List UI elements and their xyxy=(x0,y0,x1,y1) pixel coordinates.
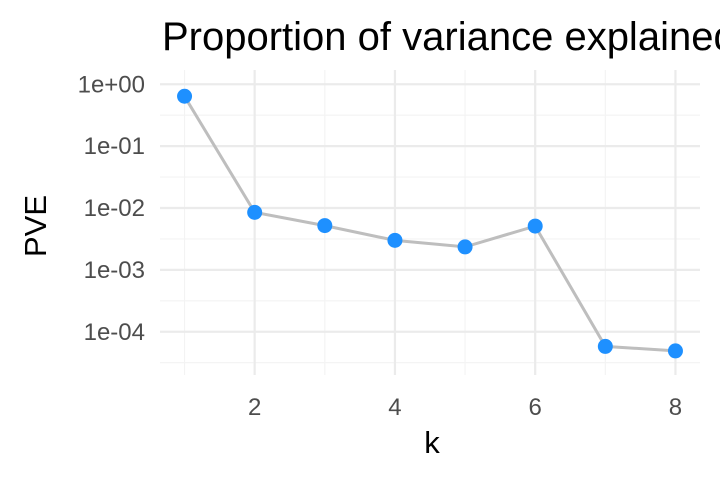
data-point-1 xyxy=(177,88,193,104)
data-point-2 xyxy=(247,204,263,220)
pve-series-line xyxy=(183,95,676,353)
data-point-7 xyxy=(597,338,613,354)
x-tick-labels: 2 4 6 8 xyxy=(248,394,682,421)
y-tick-label-1: 1e-01 xyxy=(84,133,145,160)
chart-title: Proportion of variance explained xyxy=(162,15,720,59)
y-tick-labels: 1e+00 1e-01 1e-02 1e-03 1e-04 xyxy=(78,71,145,345)
data-point-3 xyxy=(317,218,333,234)
major-gridlines xyxy=(160,70,700,375)
y-tick-label-3: 1e-03 xyxy=(84,257,145,284)
minor-gridlines xyxy=(160,70,700,375)
x-axis-title: k xyxy=(424,425,440,460)
data-point-4 xyxy=(387,232,403,248)
x-tick-label-2: 6 xyxy=(529,394,542,421)
data-point-8 xyxy=(667,343,683,359)
y-tick-label-0: 1e+00 xyxy=(78,71,145,98)
pve-points xyxy=(177,88,683,359)
x-tick-label-0: 2 xyxy=(248,394,261,421)
data-point-6 xyxy=(527,218,543,234)
data-point-5 xyxy=(457,239,473,255)
x-tick-label-3: 8 xyxy=(669,394,682,421)
y-tick-label-2: 1e-02 xyxy=(84,195,145,222)
x-tick-label-1: 4 xyxy=(388,394,401,421)
y-tick-label-4: 1e-04 xyxy=(84,319,145,346)
y-axis-title: PVE xyxy=(18,195,53,257)
